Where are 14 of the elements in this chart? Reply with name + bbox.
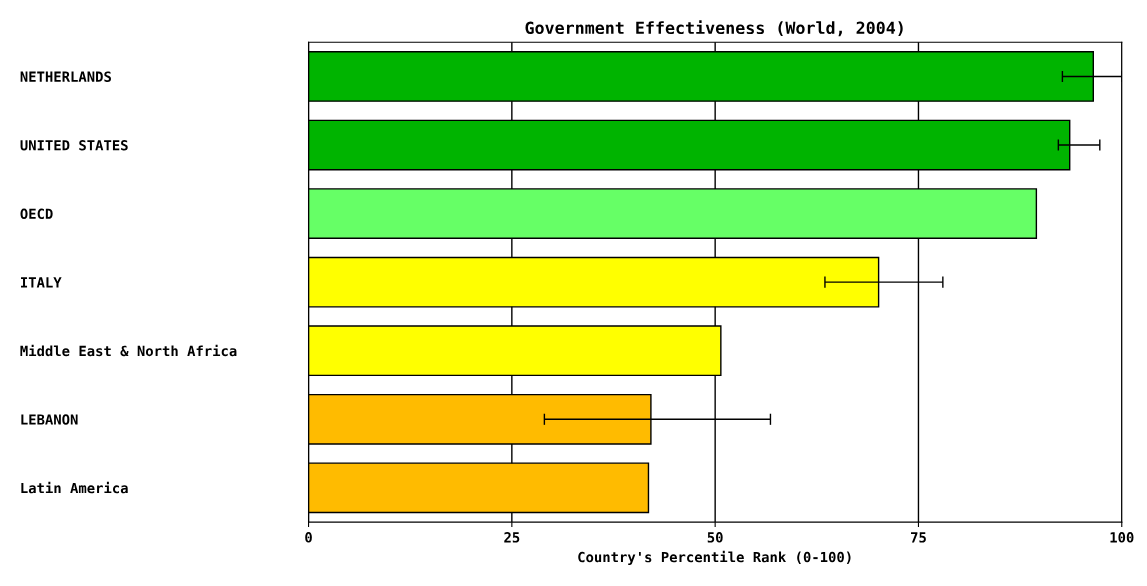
y-tick-label: Middle East & North Africa: [20, 344, 237, 357]
x-tick-label: 25: [504, 532, 520, 543]
y-tick-label: OECD: [20, 208, 53, 220]
chart-title: Government Effectiveness (World, 2004): [525, 20, 903, 37]
y-tick-label: NETHERLANDS: [20, 71, 111, 82]
x-tick-label: 100: [1110, 532, 1134, 543]
y-tick-label: Latin America: [21, 481, 128, 494]
x-tick-label: 50: [707, 532, 723, 543]
y-tick-label: ITALY: [21, 277, 62, 288]
x-tick-label: 0: [305, 532, 312, 543]
y-tick-label: LEBANON: [21, 414, 78, 425]
x-tick-label: 75: [911, 532, 926, 543]
x-axis-title: Country's Percentile Rank (0-100): [578, 550, 851, 565]
y-tick-label: UNITED STATES: [20, 140, 128, 151]
